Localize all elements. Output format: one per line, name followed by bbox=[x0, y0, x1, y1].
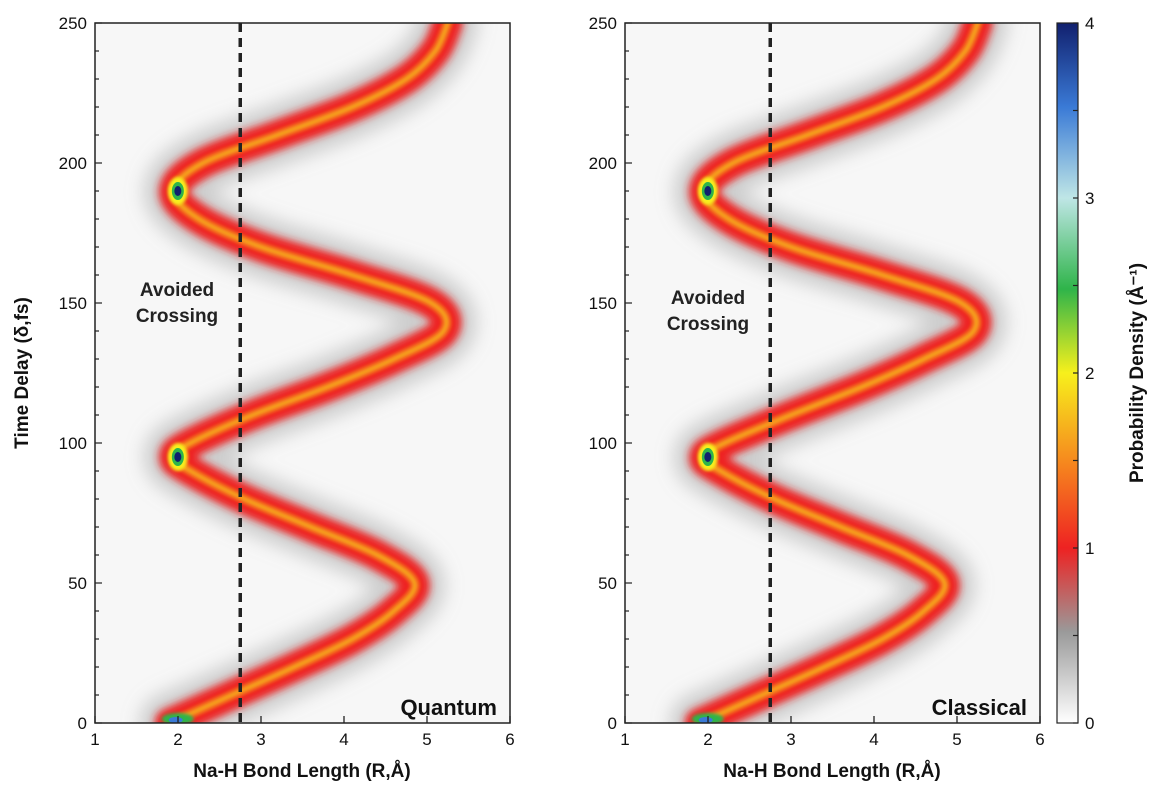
x-tick-label: 6 bbox=[1035, 730, 1044, 749]
annotation-line-1: Avoided bbox=[140, 280, 214, 301]
colorbar: 0 1 2 3 4 Probability Density (Å⁻¹) bbox=[1056, 14, 1148, 733]
x-tick-label: 2 bbox=[703, 730, 712, 749]
turning-point-core bbox=[174, 186, 182, 196]
x-tick-label: 5 bbox=[952, 730, 961, 749]
x-axis-title: Na-H Bond Length (R,Å) bbox=[193, 761, 410, 782]
panel-quantum: 1 2 3 4 5 6 0 50 100 150 200 250 Avoided… bbox=[12, 14, 515, 782]
colorbar-tick-label: 3 bbox=[1085, 189, 1094, 208]
annotation-line-2: Crossing bbox=[136, 306, 218, 327]
x-tick-label: 6 bbox=[505, 730, 514, 749]
colorbar-tick-label: 2 bbox=[1085, 364, 1094, 383]
y-tick-label: 0 bbox=[78, 714, 87, 733]
wavepacket-ridge bbox=[168, 23, 450, 723]
y-tick-label: 50 bbox=[68, 574, 87, 593]
y-tick-label: 200 bbox=[59, 154, 87, 173]
x-tick-label: 3 bbox=[256, 730, 265, 749]
y-tick-label: 150 bbox=[589, 294, 617, 313]
x-tick-label: 5 bbox=[422, 730, 431, 749]
y-tick-label: 0 bbox=[608, 714, 617, 733]
y-tick-label: 200 bbox=[589, 154, 617, 173]
plot-frame bbox=[94, 22, 511, 724]
x-tick-label: 3 bbox=[786, 730, 795, 749]
turning-point-core bbox=[704, 452, 712, 462]
colorbar-tick-label: 0 bbox=[1085, 714, 1094, 733]
x-tick-label: 4 bbox=[869, 730, 878, 749]
y-tick-label: 150 bbox=[59, 294, 87, 313]
density-map bbox=[669, 23, 1008, 723]
wavepacket-ridge bbox=[698, 23, 980, 723]
plot-frame bbox=[624, 22, 1041, 724]
density-map bbox=[139, 23, 478, 723]
axis-ticks bbox=[624, 22, 1041, 724]
initial-wavepacket-core bbox=[168, 717, 183, 723]
x-tick-label: 4 bbox=[339, 730, 348, 749]
x-tick-label: 2 bbox=[173, 730, 182, 749]
turning-point-core bbox=[704, 186, 712, 196]
y-tick-label: 50 bbox=[598, 574, 617, 593]
panel-label: Classical bbox=[932, 695, 1027, 720]
x-tick-label: 1 bbox=[620, 730, 629, 749]
y-axis-title: Time Delay (δ,fs) bbox=[12, 297, 33, 449]
annotation-line-1: Avoided bbox=[671, 288, 745, 309]
axis-ticks bbox=[94, 22, 511, 724]
x-tick-label: 1 bbox=[90, 730, 99, 749]
y-tick-label: 100 bbox=[59, 434, 87, 453]
annotation-line-2: Crossing bbox=[667, 314, 749, 335]
colorbar-tick-label: 1 bbox=[1085, 539, 1094, 558]
turning-point-core bbox=[174, 452, 182, 462]
colorbar-ticks bbox=[1073, 22, 1078, 724]
initial-wavepacket-core bbox=[698, 717, 713, 723]
y-tick-label: 100 bbox=[589, 434, 617, 453]
colorbar-tick-label: 4 bbox=[1085, 14, 1094, 33]
y-tick-label: 250 bbox=[59, 14, 87, 33]
panel-label: Quantum bbox=[400, 695, 497, 720]
x-axis-title: Na-H Bond Length (R,Å) bbox=[723, 761, 940, 782]
y-tick-label: 250 bbox=[589, 14, 617, 33]
panel-classical: 1 2 3 4 5 6 0 50 100 150 200 250 Avoided… bbox=[589, 14, 1045, 782]
colorbar-title: Probability Density (Å⁻¹) bbox=[1127, 263, 1148, 483]
